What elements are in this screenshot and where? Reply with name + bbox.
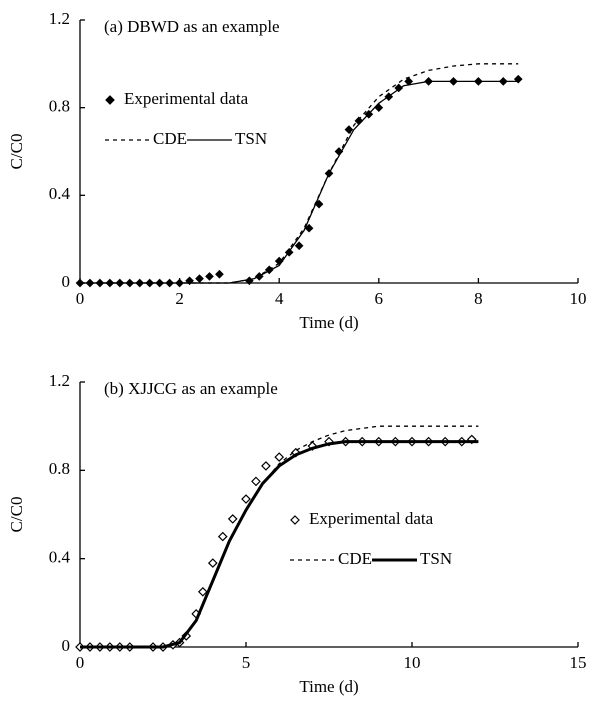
- y-tick-label: 0: [62, 636, 71, 655]
- x-tick-label: 5: [242, 653, 251, 672]
- x-tick-label: 0: [76, 289, 85, 308]
- data-point: [274, 452, 285, 462]
- data-point: [215, 269, 224, 279]
- data-point: [195, 274, 204, 283]
- series-line: [80, 63, 519, 284]
- data-point: [394, 83, 404, 93]
- legend-label: TSN: [235, 129, 267, 148]
- x-tick-label: 2: [175, 289, 184, 308]
- y-tick-label: 1.2: [49, 371, 70, 390]
- x-tick-label: 10: [570, 289, 587, 308]
- x-axis-label: Time (d): [299, 677, 358, 696]
- series-line: [80, 440, 479, 649]
- legend-marker: [290, 515, 300, 525]
- data-point: [241, 494, 251, 504]
- x-tick-label: 8: [474, 289, 483, 308]
- x-tick-label: 0: [76, 653, 85, 672]
- x-tick-label: 4: [275, 289, 284, 308]
- data-point: [251, 476, 261, 487]
- legend-label: TSN: [420, 549, 452, 568]
- y-tick-label: 0.4: [49, 548, 71, 567]
- data-point: [344, 125, 354, 134]
- y-tick-label: 0: [62, 272, 71, 291]
- x-tick-label: 10: [404, 653, 421, 672]
- chart-title: (b) XJJCG as an example: [104, 379, 278, 398]
- y-tick-label: 0.8: [49, 459, 70, 478]
- y-axis-label: C/C0: [7, 497, 26, 533]
- data-point: [307, 441, 318, 451]
- x-tick-label: 15: [570, 653, 587, 672]
- legend-marker: [105, 95, 115, 105]
- data-point: [261, 461, 271, 471]
- y-tick-label: 1.2: [49, 9, 70, 28]
- y-axis-label: C/C0: [7, 134, 26, 170]
- data-point: [466, 434, 477, 445]
- data-point: [217, 531, 228, 542]
- legend-label: Experimental data: [124, 89, 249, 108]
- series-line: [80, 80, 519, 284]
- x-axis-label: Time (d): [299, 313, 358, 332]
- legend-label: Experimental data: [309, 509, 434, 528]
- y-tick-label: 0.4: [49, 184, 71, 203]
- chart-title: (a) DBWD as an example: [104, 17, 280, 36]
- data-point: [205, 272, 214, 281]
- data-point: [227, 514, 238, 524]
- data-point: [207, 558, 218, 568]
- legend-label: CDE: [153, 129, 187, 148]
- data-point: [197, 586, 208, 597]
- y-tick-label: 0.8: [49, 97, 70, 116]
- data-point: [294, 241, 304, 251]
- legend-label: CDE: [338, 549, 372, 568]
- x-tick-label: 6: [375, 289, 384, 308]
- data-point: [304, 223, 314, 233]
